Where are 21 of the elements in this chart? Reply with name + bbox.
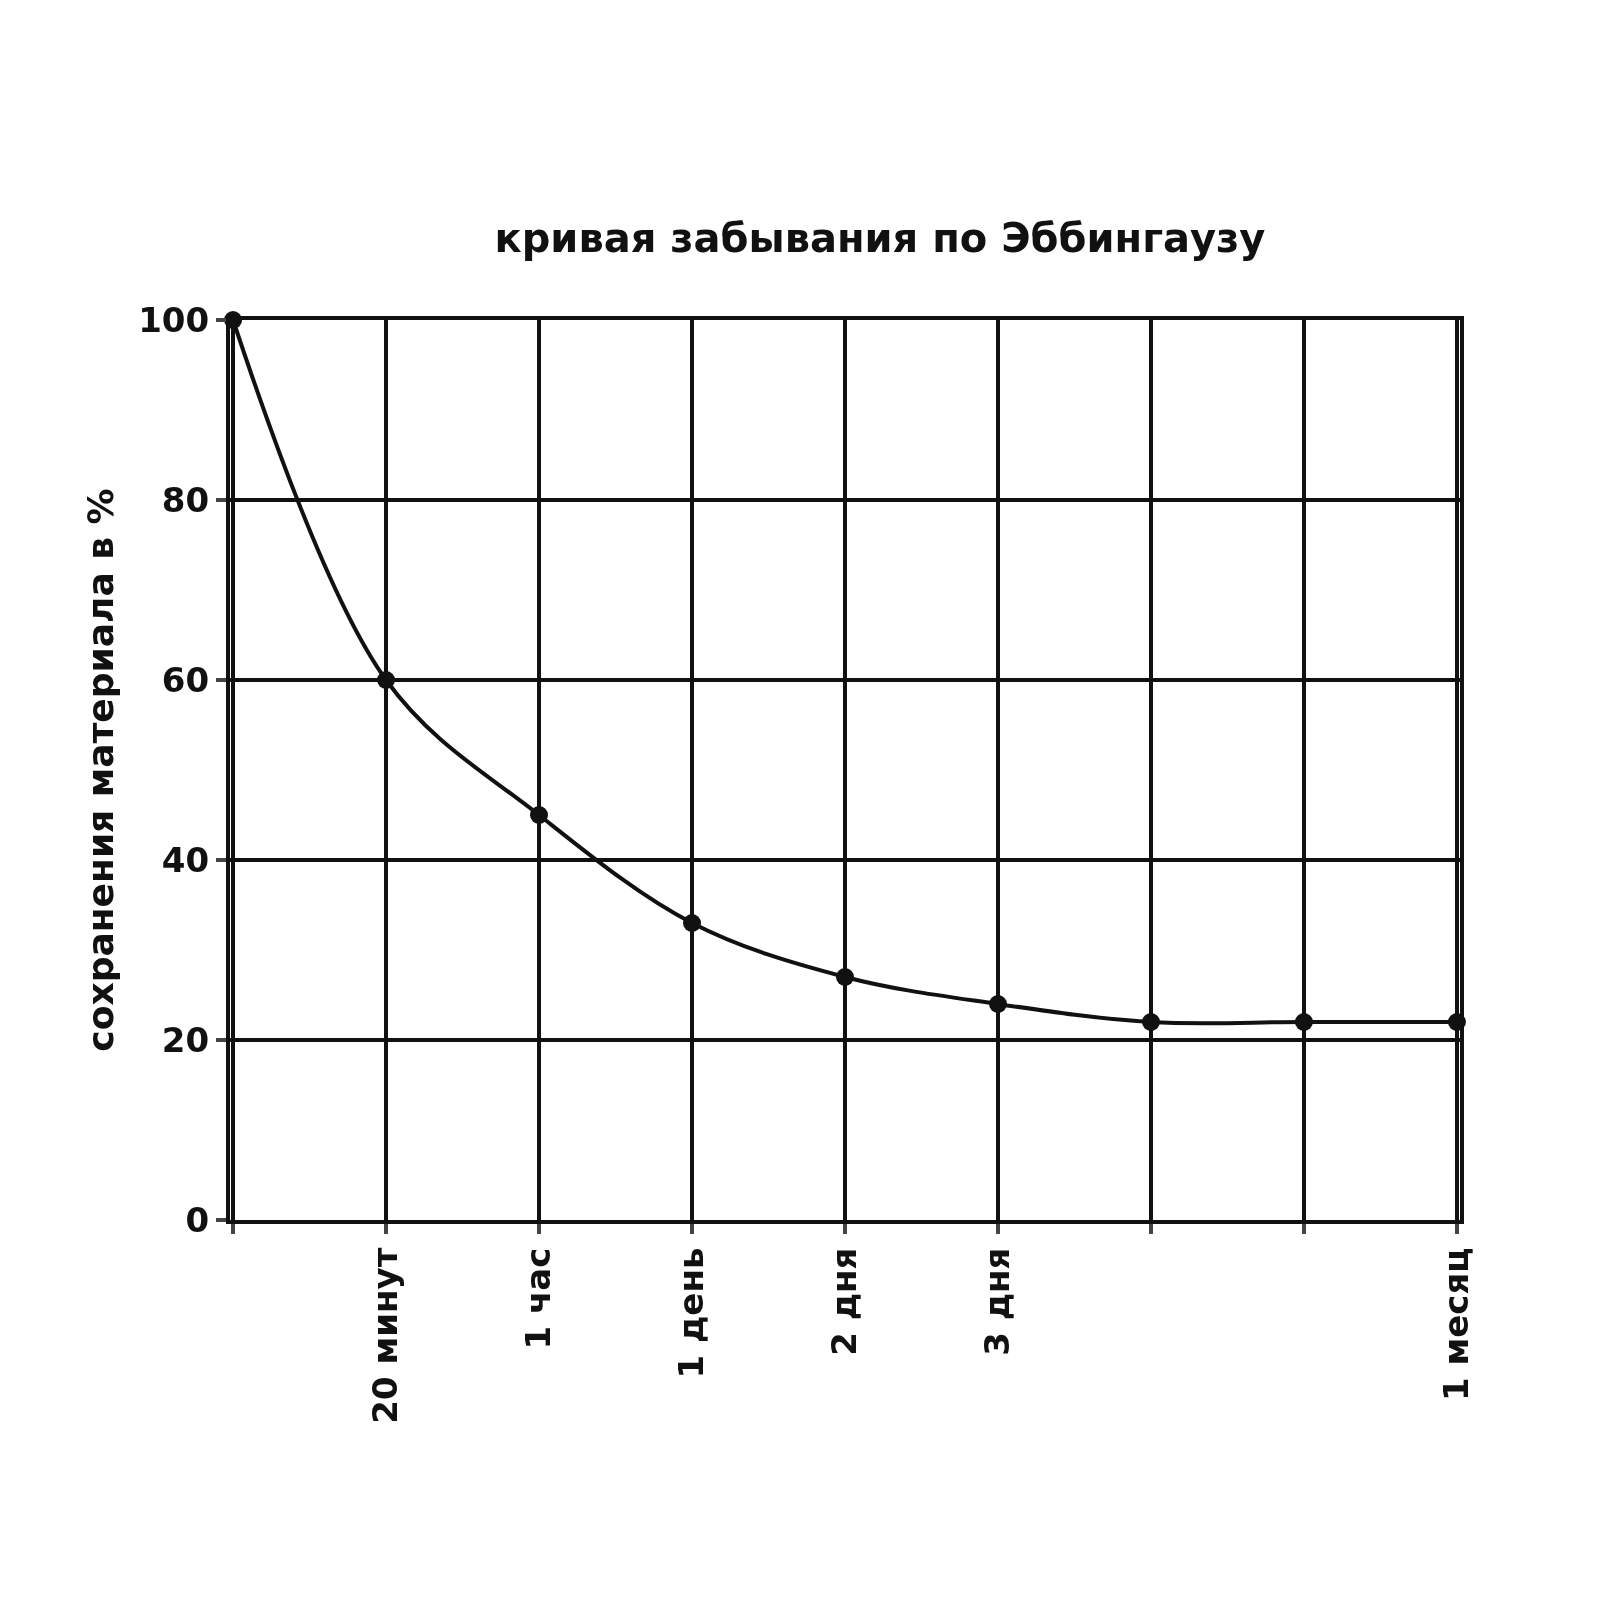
x-tick-label: 3 дня [977,1247,1018,1356]
x-tick-label: 1 час [518,1247,559,1350]
y-tick-label: 60 [161,659,210,700]
point [530,806,549,824]
y-tick-label: 20 [161,1019,210,1060]
point [836,968,854,986]
y-tick-label: 100 [138,299,210,340]
x-tick-label: 1 месяц [1435,1247,1476,1402]
y-tick-label: 0 [185,1199,210,1240]
chart-title: кривая забывания по Эббингаузу [494,215,1266,261]
point [1294,1013,1313,1031]
y-tick-label: 80 [161,479,210,520]
point [1141,1013,1160,1031]
x-tick-label: 2 дня [824,1247,865,1356]
point [683,914,702,932]
point [377,671,396,689]
y-axis-title: сохранения материала в % [79,488,121,1052]
x-tick-label: 1 день [671,1247,712,1379]
x-tick-label: 20 минут [365,1247,406,1424]
y-tick-label: 40 [161,839,210,880]
point [989,995,1007,1013]
